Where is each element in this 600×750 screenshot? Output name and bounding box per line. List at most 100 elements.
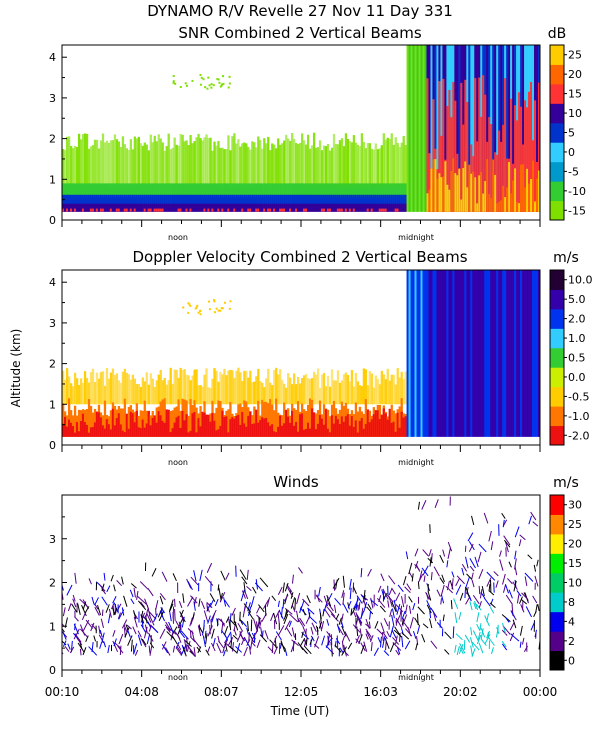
wind-barb (256, 614, 262, 620)
snr-cell (342, 194, 346, 205)
wind-barb (415, 643, 418, 651)
doppler-cell (67, 376, 71, 405)
doppler-cell (480, 270, 483, 437)
snr-cell (462, 168, 465, 212)
doppler-cell (65, 368, 69, 405)
snr-cell (153, 203, 156, 212)
snr-cell (215, 183, 218, 198)
snr-cell (155, 194, 158, 205)
doppler-cell (117, 413, 121, 437)
snr-cell (255, 203, 258, 212)
snr-cell (301, 203, 304, 212)
wind-barb (84, 606, 90, 613)
snr-cell (508, 45, 511, 212)
wind-barb (100, 618, 104, 629)
snr-cell (396, 208, 399, 212)
snr-cell (200, 76, 203, 79)
snr-cell (302, 203, 306, 212)
wind-barb (469, 558, 476, 569)
doppler-cell (468, 270, 471, 437)
snr-cell (177, 183, 180, 198)
snr-cell (215, 203, 218, 212)
doppler-cell (293, 373, 296, 405)
doppler-cell (193, 411, 196, 437)
snr-cell (117, 203, 121, 212)
doppler-cell (400, 411, 403, 437)
doppler-cell (398, 427, 401, 437)
snr-cell (344, 183, 348, 198)
snr-cell (71, 194, 75, 205)
snr-cell (398, 194, 401, 205)
doppler-cell (173, 407, 176, 437)
wind-barb (193, 601, 196, 611)
doppler-cell (464, 270, 467, 437)
snr-cell (205, 183, 208, 198)
wind-barb (191, 630, 195, 640)
snr-cell (89, 208, 93, 212)
snr-cell (113, 134, 117, 188)
snr-cell (201, 203, 204, 212)
snr-cell (382, 133, 385, 188)
wind-barb (386, 594, 394, 603)
doppler-cell (195, 432, 198, 437)
doppler-cell (231, 417, 234, 437)
doppler-cell (209, 421, 212, 437)
wind-barb (456, 575, 465, 585)
doppler-cell (400, 371, 403, 405)
doppler-cell (444, 270, 447, 437)
wind-barb (161, 643, 169, 654)
doppler-cell (287, 416, 290, 437)
wind-barb (467, 532, 474, 542)
wind-barb (146, 613, 152, 623)
wind-barb (229, 645, 238, 654)
wind-barb (425, 592, 431, 600)
x-tick-label: 20:02 (443, 685, 478, 699)
snr-cell (109, 140, 113, 188)
wind-barb (178, 601, 183, 608)
snr-cell (211, 194, 214, 205)
snr-cell (149, 208, 152, 212)
wind-barb (432, 610, 437, 622)
wind-barb (489, 602, 496, 609)
snr-cell (210, 83, 213, 86)
snr-cell (203, 194, 206, 205)
wind-barb (175, 641, 180, 649)
doppler-cell (368, 422, 372, 437)
doppler-cell (171, 383, 174, 405)
snr-cell (388, 194, 391, 205)
snr-cell (67, 183, 71, 198)
doppler-cell (372, 387, 375, 405)
y-axis-label: Altitude (km) (9, 329, 23, 408)
snr-cell (209, 194, 212, 205)
wind-barb (193, 597, 197, 606)
doppler-cell (196, 304, 199, 307)
snr-cell (233, 208, 236, 212)
snr-cell (65, 194, 69, 205)
wind-barb (379, 636, 382, 648)
wind-barb (206, 646, 211, 654)
snr-cell (267, 208, 270, 212)
snr-cell (470, 173, 473, 212)
snr-cell (364, 194, 368, 205)
snr-cell (328, 150, 332, 188)
snr-cell (245, 183, 248, 198)
wind-barb (203, 610, 209, 622)
wind-barb (77, 642, 85, 653)
doppler-cell (229, 300, 232, 303)
doppler-cell (426, 270, 429, 437)
snr-cell (293, 138, 296, 188)
doppler-cell (188, 303, 191, 306)
doppler-cell (452, 270, 455, 437)
snr-cell (416, 45, 419, 212)
doppler-cell (396, 412, 399, 437)
wind-barb (67, 643, 71, 650)
snr-cell (113, 203, 117, 212)
snr-cell (308, 194, 312, 205)
wind-barb (472, 630, 479, 641)
snr-cell (261, 194, 264, 205)
snr-cell (221, 183, 224, 198)
snr-cell (85, 203, 89, 212)
snr-cell (354, 142, 358, 188)
doppler-cell (536, 270, 539, 437)
snr-cell (312, 194, 316, 205)
